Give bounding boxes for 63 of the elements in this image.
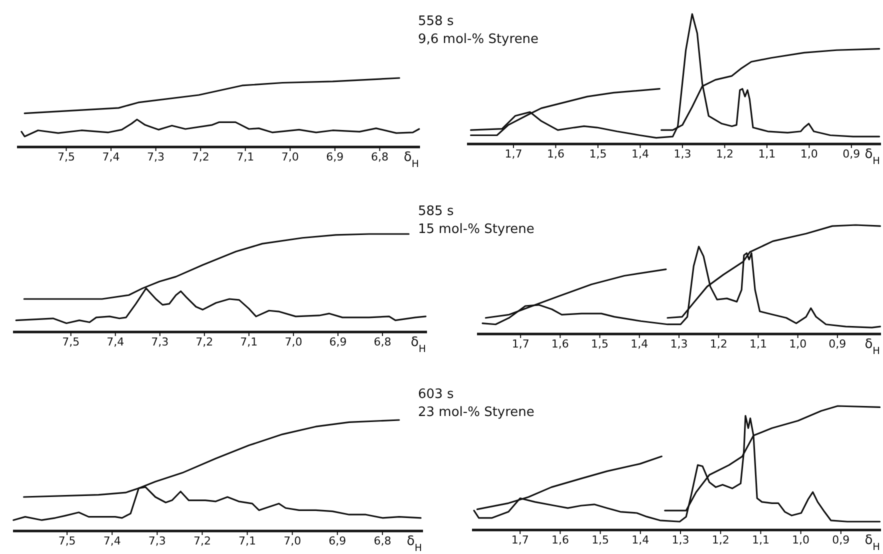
x-tick-label: 1,4 [632, 534, 650, 547]
text: 558 s [418, 14, 454, 29]
x-tick-label: 7,2 [192, 150, 210, 164]
x-tick-label: 7,1 [240, 336, 258, 349]
x-tick-label: 7,2 [196, 336, 214, 349]
x-tick-label: 1,6 [551, 534, 569, 547]
x-axis-title: δ$_{H}$ [864, 337, 880, 356]
annotation: 15 mol-% Styrene [418, 222, 534, 237]
x-tick-label: 7,4 [106, 336, 124, 349]
x-tick-label: 7,5 [58, 534, 76, 548]
x-tick-label: 7,3 [148, 534, 166, 548]
text: 585 s [418, 204, 454, 219]
x-tick-label: 1,2 [710, 338, 728, 351]
x-tick-label: 6,8 [374, 534, 392, 548]
x-tick-label: 7,0 [284, 336, 302, 349]
x-tick-label: 1,6 [551, 338, 569, 351]
x-tick-label: 7,5 [58, 150, 76, 164]
x-tick-label: 1,4 [631, 148, 649, 161]
x-tick-label: 1,3 [674, 148, 692, 161]
x-tick-label: 1,0 [789, 338, 807, 351]
x-axis-title: δ$_{H}$ [404, 150, 419, 170]
x-tick-label: 7,4 [102, 150, 120, 164]
x-axis-title: δ$_{H}$ [864, 147, 880, 166]
x-tick-label: 1,5 [591, 338, 609, 351]
x-tick-label: 6,9 [329, 336, 347, 349]
x-tick-label: 1,3 [672, 534, 690, 547]
x-tick-label: 1,7 [504, 148, 522, 161]
text: 603 s [418, 387, 454, 402]
x-tick-label: 1,5 [589, 148, 607, 161]
x-tick-label: 7,4 [103, 534, 121, 548]
x-tick-label: 1,1 [758, 148, 776, 161]
x-tick-label: 7,1 [238, 534, 256, 548]
x-tick-label: 7,3 [151, 336, 169, 349]
x-tick-label: 7,0 [281, 150, 299, 164]
annotation: 9,6 mol-% Styrene [418, 32, 539, 47]
x-tick-label: 1,6 [546, 148, 564, 161]
x-tick-label: 7,1 [236, 150, 254, 164]
x-tick-label: 6,9 [326, 150, 344, 164]
x-tick-label: 1,5 [592, 534, 610, 547]
x-tick-label: 6,8 [370, 150, 388, 164]
x-tick-label: 1,7 [512, 338, 530, 351]
x-axis-title: δ$_{H}$ [864, 533, 880, 552]
x-tick-label: 1,4 [630, 338, 648, 351]
x-tick-label: 6,9 [328, 534, 346, 548]
x-tick-label: 1,2 [716, 148, 734, 161]
x-tick-label: 1,0 [800, 148, 818, 161]
x-tick-label: 1,3 [670, 338, 688, 351]
x-tick-label: 7,0 [284, 534, 302, 548]
x-tick-label: 1,0 [792, 534, 810, 547]
x-tick-label: 6,8 [374, 336, 392, 349]
x-tick-label: 7,5 [62, 336, 80, 349]
x-tick-label: 0,9 [832, 534, 850, 547]
x-axis-title: δ$_{H}$ [406, 534, 422, 554]
x-tick-label: 7,2 [193, 534, 211, 548]
x-tick-label: 1,7 [511, 534, 529, 547]
x-tick-label: 1,2 [712, 534, 730, 547]
annotation: 23 mol-% Styrene [418, 405, 534, 420]
x-tick-label: 7,3 [147, 150, 165, 164]
x-tick-label: 0,9 [828, 338, 846, 351]
x-axis-title: δ$_{H}$ [410, 335, 426, 354]
x-tick-label: 0,9 [842, 148, 860, 161]
x-tick-label: 1,1 [749, 338, 767, 351]
x-tick-label: 1,1 [752, 534, 770, 547]
